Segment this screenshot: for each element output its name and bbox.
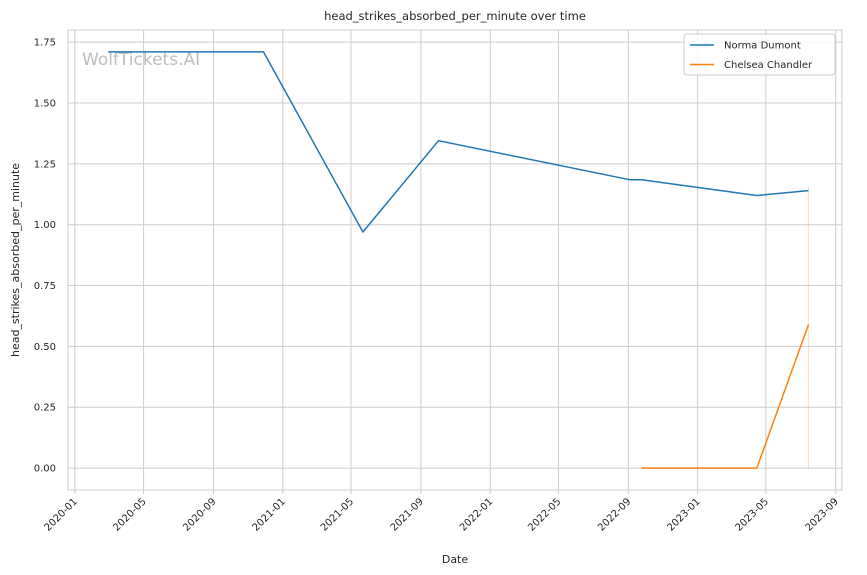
y-axis-label: head_strikes_absorbed_per_minute [9,163,22,357]
y-tick-label: 1.00 [34,220,56,231]
legend-box [683,33,836,76]
legend: Norma Dumont Chelsea Chandler [683,33,836,76]
y-tick-label: 1.50 [34,99,56,110]
y-axis-ticks: 0.00 0.25 0.50 0.75 1.00 1.25 1.50 1.75 [34,38,56,475]
y-tick-label: 1.75 [34,38,56,49]
series-line-0 [108,51,809,233]
y-tick-label: 0.75 [34,281,56,292]
x-axis-label: Date [442,553,469,566]
y-tick-label: 0.25 [34,403,56,414]
series-line-1 [641,324,810,469]
legend-label: Chelsea Chandler [724,60,813,71]
legend-label: Norma Dumont [724,41,801,52]
plot-area [68,30,842,490]
chart-title: head_strikes_absorbed_per_minute over ti… [324,9,586,23]
axes-frame [67,29,843,491]
series-layer [108,51,810,469]
y-tick-label: 0.00 [34,464,56,475]
y-tick-label: 1.25 [34,159,56,170]
y-tick-label: 0.50 [34,342,56,353]
watermark: WolfTickets.AI [82,50,200,70]
